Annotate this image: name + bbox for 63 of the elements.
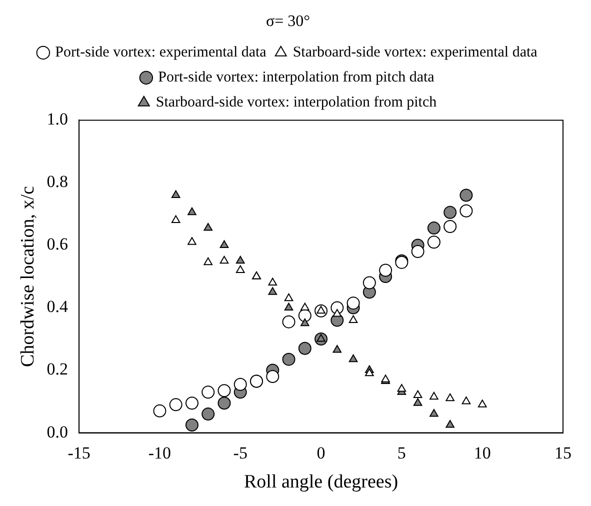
x-tick-label: 15 <box>554 443 572 462</box>
y-tick-label: 0.0 <box>46 422 68 442</box>
point <box>171 190 180 198</box>
legend-label: Starboard-side vortex: experimental data <box>292 44 538 61</box>
point <box>397 384 406 392</box>
point <box>236 256 245 264</box>
point <box>188 237 196 245</box>
x-tick-label: 5 <box>397 443 406 462</box>
y-tick-label: 0.2 <box>46 360 68 379</box>
point <box>220 256 229 264</box>
x-tick-label: 0 <box>316 443 326 462</box>
point <box>218 396 231 410</box>
point <box>268 278 278 286</box>
point <box>413 390 422 398</box>
point <box>282 352 296 366</box>
legend-label: Starboard-side vortex: interpolation from pitch <box>156 94 438 111</box>
x-tick-label: 10 <box>474 443 491 462</box>
point <box>268 287 278 295</box>
y-tick-label: 0.8 <box>46 172 68 192</box>
y-tick-label: 0.6 <box>46 234 68 254</box>
point <box>444 206 457 219</box>
x-tick-label: -10 <box>148 443 172 462</box>
point <box>446 420 454 428</box>
point <box>220 240 229 248</box>
point <box>188 207 196 216</box>
point <box>348 315 358 324</box>
point <box>204 223 212 231</box>
point <box>346 296 360 310</box>
point <box>411 244 424 258</box>
point <box>202 408 215 421</box>
point <box>236 265 245 273</box>
point <box>462 396 471 404</box>
point <box>430 409 438 417</box>
point <box>185 418 198 432</box>
point <box>284 293 294 302</box>
point <box>460 188 473 202</box>
point <box>427 222 440 235</box>
point <box>430 392 438 400</box>
point <box>365 368 374 376</box>
y-axis-title: Chordwise location, x/c <box>17 186 38 367</box>
legend-label: Port-side vortex: experimental data <box>55 44 267 61</box>
y-tick-label: 0.4 <box>46 297 69 316</box>
point <box>413 398 422 406</box>
point <box>266 370 280 384</box>
x-tick-label: -15 <box>68 443 90 462</box>
point <box>171 215 180 223</box>
point <box>332 344 342 353</box>
point <box>478 400 487 408</box>
point <box>300 318 310 326</box>
point <box>332 309 342 317</box>
point <box>379 264 392 277</box>
point <box>300 302 310 311</box>
point <box>234 378 247 391</box>
legend-label: Port-side vortex: interpolation from pitch data <box>158 70 435 86</box>
chart-title: σ= 30° <box>266 12 310 30</box>
point <box>204 257 212 266</box>
y-tick-label: 1.0 <box>46 110 68 129</box>
point <box>284 302 294 311</box>
x-tick-label: -5 <box>233 443 248 462</box>
point <box>298 342 312 355</box>
x-axis-title: Roll angle (degrees) <box>244 472 398 493</box>
point <box>348 354 358 362</box>
point <box>446 393 454 402</box>
